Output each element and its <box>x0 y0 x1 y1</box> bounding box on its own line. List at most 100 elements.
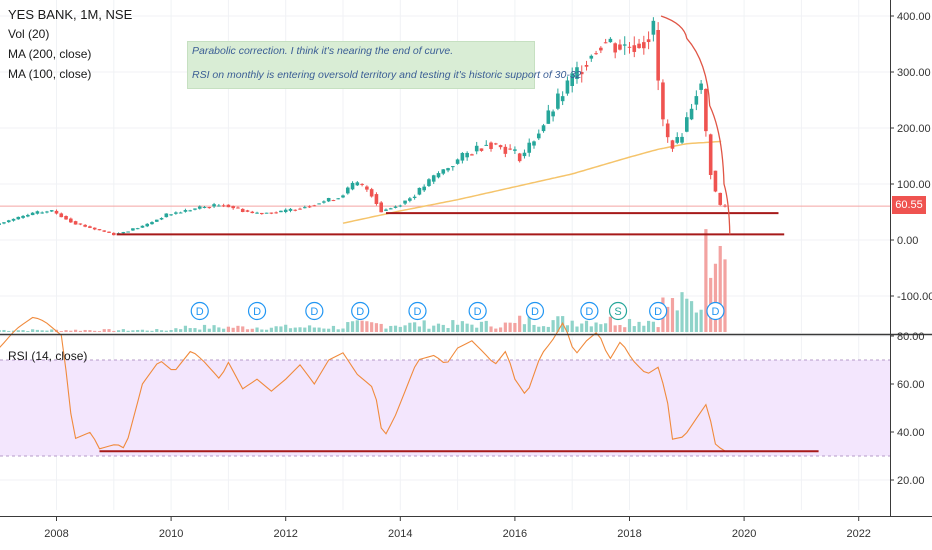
volume-bar <box>31 329 35 332</box>
candle-body <box>455 159 460 164</box>
annotation-line-2: RSI on monthly is entering oversold terr… <box>192 69 582 81</box>
price-candle <box>675 132 680 145</box>
event-marker-circle <box>608 301 628 321</box>
volume-bar <box>541 326 546 332</box>
price-candle <box>69 217 73 223</box>
candle-body <box>102 230 107 232</box>
candle-body <box>498 145 503 148</box>
price-candle <box>412 194 417 200</box>
candle-body <box>551 111 555 117</box>
volume-bar <box>150 330 154 332</box>
price-candle <box>618 39 622 51</box>
price-candle <box>646 31 651 50</box>
candle-body <box>613 43 617 53</box>
candle-body <box>618 44 622 50</box>
price-candle <box>422 184 426 192</box>
price-candle <box>45 210 49 214</box>
candle-body <box>474 145 479 152</box>
volume-bar <box>202 324 207 332</box>
price-candle <box>708 133 713 180</box>
volume-bar <box>551 320 555 332</box>
price-candle <box>599 46 603 54</box>
price-candle <box>303 205 307 209</box>
volume-bar <box>403 325 407 332</box>
volume-bar <box>112 330 116 332</box>
candle-body <box>293 209 298 211</box>
volume-bar <box>50 329 54 332</box>
candle-body <box>169 214 173 216</box>
rsi-axis-label: 40.00 <box>897 427 925 439</box>
volume-bar <box>647 320 651 332</box>
indicator-volume-label[interactable]: Vol (20) <box>8 27 50 41</box>
candle-body <box>503 146 508 154</box>
candle-body <box>393 206 398 208</box>
price-candle <box>112 232 116 236</box>
price-candle <box>479 148 484 152</box>
rsi-panel-title[interactable]: RSI (14, close) <box>8 349 88 363</box>
volume-bar <box>570 320 574 332</box>
event-marker-label: D <box>585 306 593 318</box>
candle-body <box>2 222 6 224</box>
price-candle <box>345 186 350 195</box>
volume-bar <box>226 326 230 332</box>
volume-bar <box>274 326 278 332</box>
candle-body <box>283 209 288 212</box>
candle-body <box>398 205 403 207</box>
volume-bar <box>327 328 331 332</box>
volume-bar <box>93 330 97 332</box>
price-candle <box>26 213 30 218</box>
price-candle <box>589 54 594 62</box>
candle-body <box>240 208 245 212</box>
volume-bar <box>341 328 345 332</box>
candle-body <box>255 212 259 214</box>
price-candle <box>307 205 312 208</box>
volume-bar <box>102 329 106 332</box>
candle-body <box>317 203 321 205</box>
candle-body <box>694 96 699 105</box>
annotation-note[interactable]: Parabolic correction. I think it's neari… <box>187 41 582 89</box>
event-marker: D <box>649 301 668 321</box>
price-candle <box>484 140 489 146</box>
volume-bar <box>694 312 698 332</box>
price-candle <box>446 167 450 173</box>
volume-bar <box>413 322 417 332</box>
volume-bar <box>446 328 450 332</box>
volume-bar <box>140 329 145 332</box>
event-marker-label: D <box>474 306 482 318</box>
event-marker: D <box>351 301 370 321</box>
volume-bar <box>713 263 718 332</box>
candle-body <box>608 38 613 43</box>
candle-body <box>374 194 379 204</box>
price-candle <box>718 192 723 206</box>
volume-bar <box>489 326 493 332</box>
volume-bar <box>21 330 25 332</box>
candle-body <box>579 72 584 75</box>
price-candle <box>451 166 455 171</box>
candle-body <box>646 39 651 43</box>
candle-body <box>704 88 708 132</box>
price-candle <box>723 204 727 208</box>
candle-body <box>451 166 455 168</box>
candle-body <box>193 208 197 210</box>
candle-body <box>49 210 54 212</box>
price-candle <box>92 227 97 231</box>
candle-body <box>560 96 565 102</box>
volume-bar <box>217 327 221 332</box>
candle-body <box>326 197 331 202</box>
price-candle <box>107 231 111 233</box>
volume-bar <box>441 324 445 332</box>
candle-body <box>279 210 283 213</box>
event-marker: D <box>525 301 545 321</box>
indicator-ma200-label[interactable]: MA (200, close) <box>8 47 92 61</box>
event-marker-label: D <box>531 306 539 318</box>
candle-body <box>331 200 336 202</box>
volume-bar <box>374 323 379 332</box>
volume-bar <box>604 323 608 332</box>
candle-body <box>422 186 426 191</box>
price-candle <box>40 211 44 214</box>
time-axis-label: 2020 <box>732 528 756 540</box>
price-candle <box>174 211 178 215</box>
indicator-ma100-label[interactable]: MA (100, close) <box>8 67 92 81</box>
time-axis-label: 2016 <box>503 528 527 540</box>
